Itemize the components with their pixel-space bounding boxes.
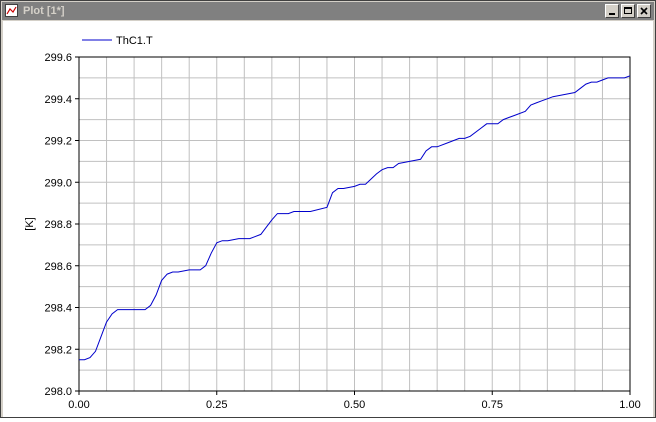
- x-tick-label: 0.50: [344, 399, 365, 411]
- close-button[interactable]: [637, 4, 651, 18]
- y-axis-label: [K]: [24, 217, 36, 230]
- y-tick-label: 298.2: [44, 344, 72, 356]
- title-bar[interactable]: Plot [1*]: [2, 2, 654, 20]
- y-tick-label: 299.4: [44, 94, 72, 106]
- x-tick-label: 0.00: [68, 399, 89, 411]
- y-tick-label: 299.2: [44, 136, 72, 148]
- y-tick-label: 298.8: [44, 219, 72, 231]
- minimize-icon: [609, 13, 615, 15]
- x-tick-label: 1.00: [619, 399, 640, 411]
- y-tick-label: 298.4: [44, 303, 72, 315]
- series-line-thc1-t[interactable]: [79, 75, 631, 361]
- plot-area: 298.0 298.2 298.4 298.6 298.8 299.0 299.2 299.4…: [3, 21, 653, 417]
- legend-label: ThC1.T: [116, 35, 153, 47]
- x-tick-label: 0.25: [206, 399, 227, 411]
- window-title: Plot [1*]: [23, 5, 65, 17]
- plot-window-icon[interactable]: [5, 4, 18, 17]
- y-tick-label: 298.0: [44, 386, 72, 398]
- y-tick-label: 299.6: [44, 52, 72, 64]
- minimize-button[interactable]: [605, 4, 619, 18]
- y-tick-label: 298.6: [44, 261, 72, 273]
- close-icon: [640, 7, 648, 15]
- x-tick-label: 0.75: [482, 399, 503, 411]
- maximize-icon: [624, 7, 632, 14]
- maximize-button[interactable]: [621, 4, 635, 18]
- line-chart[interactable]: 298.0 298.2 298.4 298.6 298.8 299.0 299.2 299.4…: [3, 21, 653, 417]
- y-tick-label: 299.0: [44, 177, 72, 189]
